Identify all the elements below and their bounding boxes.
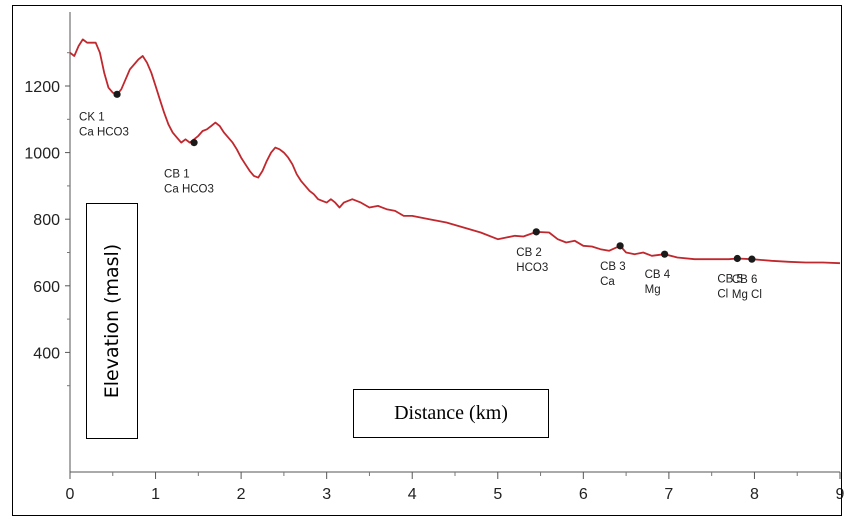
y-tick-label: 600: [33, 279, 60, 296]
sample-point-chem-label: Ca: [600, 276, 615, 288]
sample-point: [113, 90, 121, 98]
y-tick-label: 1200: [24, 79, 60, 96]
x-tick-label: 6: [579, 486, 588, 503]
x-tick-label: 3: [322, 486, 331, 503]
sample-point-chem-label: Mg Cl: [732, 289, 762, 301]
sample-point: [532, 228, 540, 236]
x-tick-label: 0: [66, 486, 75, 503]
profile-line-group: [69, 38, 841, 265]
y-tick-label: 800: [33, 212, 60, 229]
x-tick-label: 7: [664, 486, 673, 503]
x-tick-label: 8: [750, 486, 759, 503]
sample-point-label: CB 2: [516, 247, 542, 259]
sample-point: [190, 139, 198, 147]
sample-point-label: CK 1: [79, 111, 105, 123]
sample-point-chem-label: Cl: [717, 288, 728, 300]
y-tick-label: 400: [33, 345, 60, 362]
y-axis-label-box: Elevation (masl): [86, 203, 138, 439]
x-tick-label: 4: [408, 486, 417, 503]
sample-point-chem-label: HCO3: [516, 262, 548, 274]
sample-point: [616, 242, 624, 250]
sample-point-chem-label: Ca HCO3: [79, 126, 129, 138]
x-tick-label: 5: [493, 486, 502, 503]
x-axis-label: Distance (km): [394, 402, 508, 424]
axes: 0 1 2 3 4 5 6 7 8 9 400 600 800 1000 1200: [24, 12, 844, 503]
y-tick-label: 1000: [24, 146, 60, 163]
sample-point-label: CB 5: [717, 273, 743, 285]
elevation-profile-line: [69, 38, 841, 265]
sample-points-group: CK 1 Ca HCO3 CB 1 Ca HCO3 CB 2 HCO3 CB 3 Ca CB 4…: [79, 90, 762, 301]
sample-point: [733, 254, 741, 263]
sample-point-label: CB 4: [645, 269, 671, 281]
x-tick-label: 2: [237, 486, 246, 503]
sample-point-chem-label: Ca HCO3: [164, 184, 214, 196]
x-tick-label: 9: [836, 486, 844, 503]
sample-point: [661, 250, 669, 258]
sample-point-label: CB 1: [164, 169, 190, 181]
sample-point-label: CB 3: [600, 261, 626, 273]
sample-point: [748, 255, 756, 263]
sample-point-label: CB 6: [732, 274, 758, 286]
x-tick-label: 1: [151, 486, 160, 503]
y-axis-label: Elevation (masl): [101, 243, 123, 399]
sample-point-chem-label: Mg: [645, 284, 661, 296]
x-axis-label-box: Distance (km): [353, 389, 549, 438]
